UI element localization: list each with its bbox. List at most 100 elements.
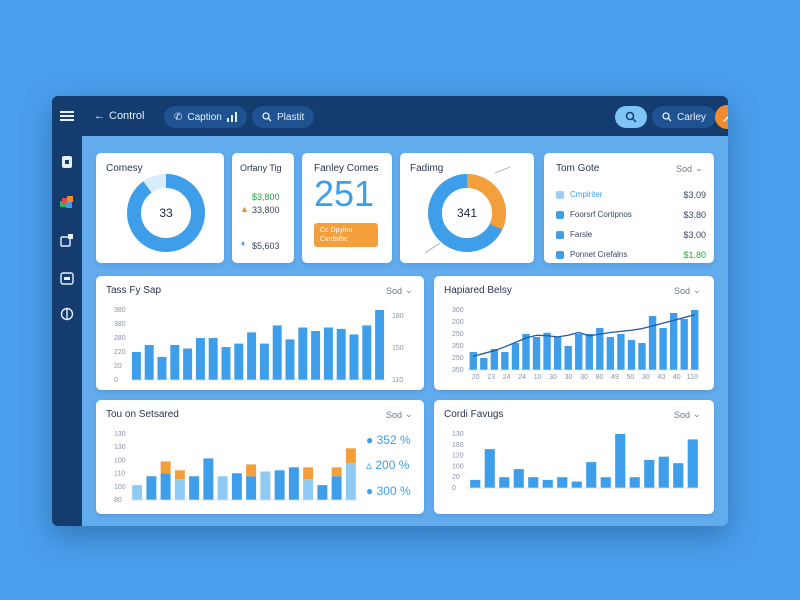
list-item[interactable]: Foorsrf Cortipnos $3.80 bbox=[556, 210, 706, 224]
caption-pill[interactable]: ✆ Caption bbox=[164, 106, 247, 128]
status-badge[interactable]: Cc Dpyinu Cvrdsthc bbox=[314, 223, 378, 247]
list-sort-dropdown[interactable]: Sod ⌄ bbox=[676, 163, 703, 174]
bar[interactable] bbox=[511, 343, 520, 370]
bar[interactable] bbox=[189, 476, 200, 500]
bar[interactable] bbox=[174, 479, 185, 500]
bar[interactable] bbox=[528, 477, 539, 488]
share-icon[interactable] bbox=[59, 232, 75, 248]
bar[interactable] bbox=[208, 338, 218, 380]
bar[interactable] bbox=[298, 327, 308, 381]
bar[interactable] bbox=[170, 345, 180, 380]
list-item[interactable]: Cmplriter $3.09 bbox=[556, 190, 706, 204]
bar[interactable] bbox=[522, 334, 530, 370]
bar[interactable] bbox=[331, 467, 342, 477]
bar[interactable] bbox=[336, 328, 346, 380]
bar[interactable] bbox=[490, 349, 499, 370]
bar[interactable] bbox=[617, 334, 625, 370]
bar[interactable] bbox=[146, 476, 157, 500]
bar[interactable] bbox=[285, 339, 295, 380]
list-item[interactable]: Farsle $3.00 bbox=[556, 230, 706, 244]
bar[interactable] bbox=[571, 481, 582, 488]
bar[interactable] bbox=[323, 327, 333, 381]
bar[interactable] bbox=[600, 477, 611, 488]
bar[interactable] bbox=[234, 343, 244, 380]
shield-icon[interactable] bbox=[59, 306, 75, 322]
bar[interactable] bbox=[680, 319, 688, 370]
bar[interactable] bbox=[480, 358, 488, 370]
bar[interactable] bbox=[532, 337, 541, 370]
bar[interactable] bbox=[317, 485, 328, 500]
menu-icon[interactable] bbox=[59, 108, 75, 124]
bar[interactable] bbox=[195, 338, 205, 380]
bar[interactable] bbox=[638, 343, 646, 370]
bar[interactable] bbox=[659, 328, 667, 370]
bar[interactable] bbox=[585, 334, 593, 370]
bar[interactable] bbox=[606, 337, 615, 370]
avatar[interactable] bbox=[715, 105, 728, 129]
bar[interactable] bbox=[331, 476, 342, 500]
bar[interactable] bbox=[362, 325, 372, 380]
bar[interactable] bbox=[132, 485, 143, 500]
bar[interactable] bbox=[513, 469, 524, 488]
bar[interactable] bbox=[484, 449, 495, 488]
bar[interactable] bbox=[303, 467, 314, 480]
apps-icon[interactable] bbox=[59, 194, 75, 210]
bar[interactable] bbox=[144, 345, 154, 380]
back-button[interactable]: ← Control bbox=[94, 106, 144, 126]
bar[interactable] bbox=[499, 477, 510, 488]
bar[interactable] bbox=[375, 310, 385, 380]
bar[interactable] bbox=[157, 356, 167, 380]
bar[interactable] bbox=[221, 347, 231, 380]
bar[interactable] bbox=[217, 476, 228, 500]
bar[interactable] bbox=[259, 343, 269, 380]
bar[interactable] bbox=[648, 316, 657, 370]
bar[interactable] bbox=[246, 464, 257, 477]
bar[interactable] bbox=[345, 463, 356, 500]
bar[interactable] bbox=[246, 476, 257, 500]
bar[interactable] bbox=[575, 334, 583, 370]
bar[interactable] bbox=[131, 352, 141, 380]
bar[interactable] bbox=[274, 470, 285, 500]
bar[interactable] bbox=[470, 479, 481, 488]
bar[interactable] bbox=[673, 463, 684, 488]
bar-chart-1-sort[interactable]: Sod ⌄ bbox=[386, 285, 413, 296]
bar[interactable] bbox=[469, 352, 477, 370]
search-button[interactable] bbox=[615, 106, 647, 128]
bar[interactable] bbox=[687, 439, 698, 488]
plastit-pill[interactable]: Plastit bbox=[252, 106, 315, 128]
bar[interactable] bbox=[203, 458, 214, 500]
bar[interactable] bbox=[303, 479, 314, 500]
bar[interactable] bbox=[658, 456, 669, 488]
list-item[interactable]: Ponnet Crefalns $1.80 bbox=[556, 250, 706, 264]
bar[interactable] bbox=[644, 459, 655, 488]
document-icon[interactable] bbox=[59, 154, 75, 170]
bar[interactable] bbox=[596, 328, 604, 370]
bar-chart-3-sort[interactable]: Sod ⌄ bbox=[386, 409, 413, 420]
bar[interactable] bbox=[160, 473, 171, 500]
calendar-icon[interactable] bbox=[59, 270, 75, 286]
bar[interactable] bbox=[586, 462, 597, 488]
bar[interactable] bbox=[629, 477, 640, 488]
bar-chart-2-sort[interactable]: Sod ⌄ bbox=[674, 285, 701, 296]
bar[interactable] bbox=[627, 340, 636, 370]
bar[interactable] bbox=[231, 473, 242, 500]
bar[interactable] bbox=[174, 470, 185, 480]
bar[interactable] bbox=[669, 313, 678, 370]
bar[interactable] bbox=[691, 310, 699, 370]
bar[interactable] bbox=[311, 331, 321, 380]
bar[interactable] bbox=[349, 334, 359, 381]
bar[interactable] bbox=[615, 434, 626, 488]
bar[interactable] bbox=[247, 332, 257, 380]
bar[interactable] bbox=[501, 352, 509, 370]
bar[interactable] bbox=[288, 467, 299, 500]
bar[interactable] bbox=[542, 479, 553, 488]
bar[interactable] bbox=[553, 337, 562, 370]
bar[interactable] bbox=[160, 461, 171, 474]
bar[interactable] bbox=[183, 348, 193, 381]
bar[interactable] bbox=[557, 477, 568, 488]
bar[interactable] bbox=[564, 346, 572, 370]
bar[interactable] bbox=[543, 332, 551, 370]
bar-chart-4-sort[interactable]: Sod ⌄ bbox=[674, 409, 701, 420]
carley-pill[interactable]: Carley bbox=[652, 106, 716, 128]
bar[interactable] bbox=[260, 471, 271, 500]
